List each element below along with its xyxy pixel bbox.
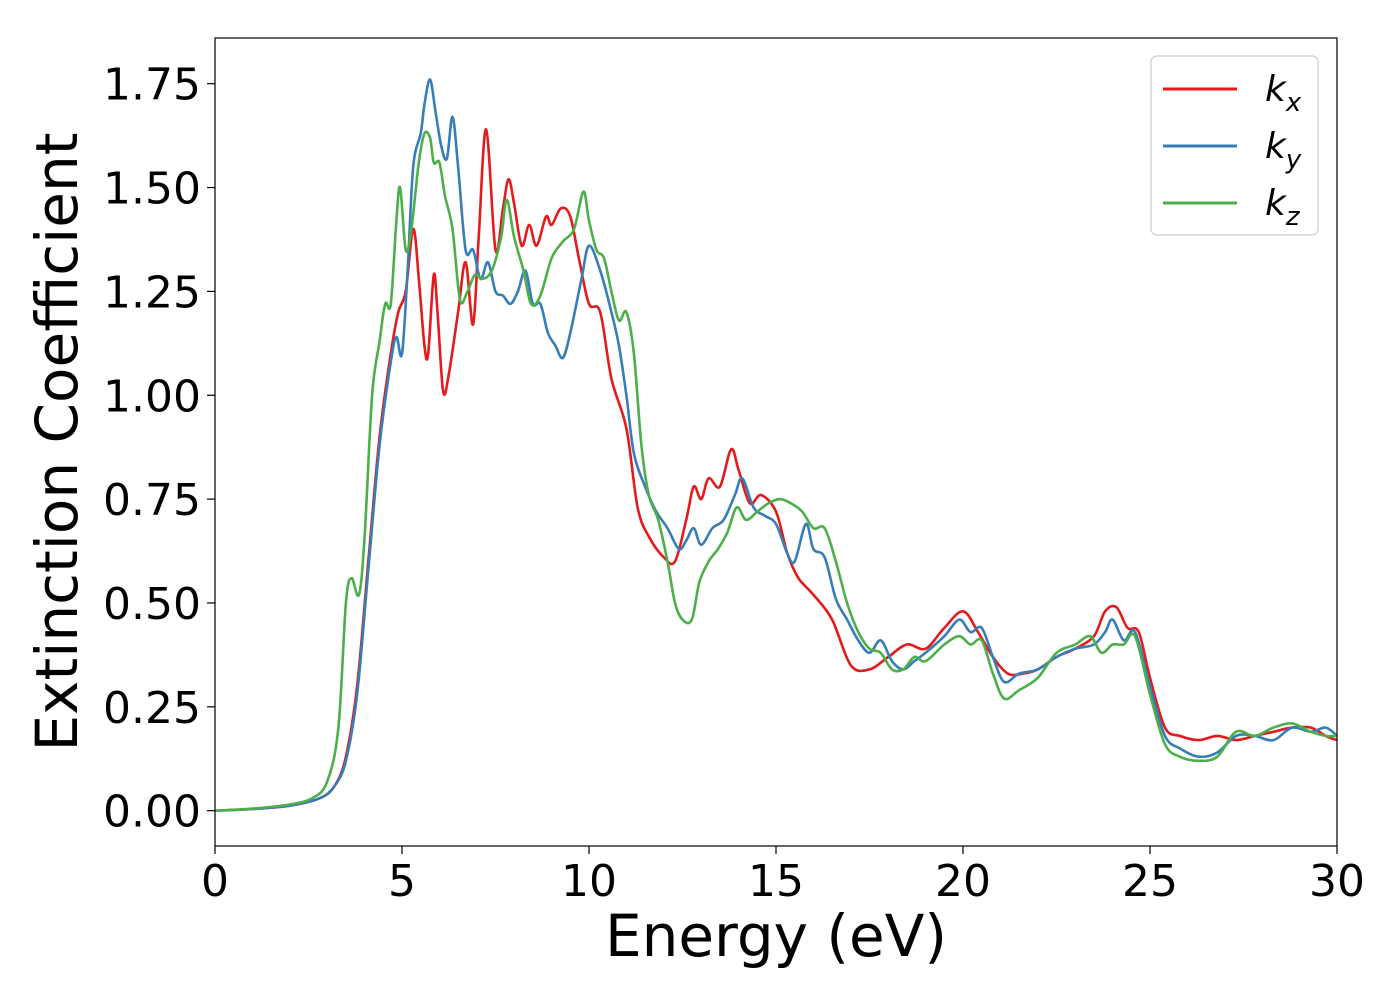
x-tick-label: 30 bbox=[1309, 856, 1365, 907]
y-axis-ticks: 0.00 0.25 0.50 0.75 1.00 1.25 1.50 1.75 bbox=[103, 60, 215, 838]
y-tick-label: 1.25 bbox=[103, 267, 201, 318]
legend-label-y: ky bbox=[1265, 126, 1302, 175]
x-tick-label: 15 bbox=[748, 856, 804, 907]
legend-label-x: kx bbox=[1265, 69, 1302, 118]
y-tick-label: 0.00 bbox=[103, 787, 201, 838]
series-lines bbox=[215, 78, 1337, 812]
x-tick-label: 25 bbox=[1122, 856, 1178, 907]
y-axis-title: Extinction Coefficient bbox=[23, 133, 91, 752]
x-axis-title: Energy (eV) bbox=[605, 902, 947, 970]
y-tick-label: 0.50 bbox=[103, 579, 201, 630]
y-tick-label: 1.75 bbox=[103, 60, 201, 111]
x-tick-label: 0 bbox=[201, 856, 229, 907]
series-line-x bbox=[215, 128, 1337, 812]
legend-label-z: kz bbox=[1265, 183, 1301, 232]
x-tick-label: 10 bbox=[561, 856, 617, 907]
x-tick-label: 5 bbox=[388, 856, 416, 907]
series-line-y bbox=[215, 78, 1337, 812]
x-axis-ticks: 0 5 10 15 20 25 30 bbox=[201, 846, 1365, 907]
y-tick-label: 0.25 bbox=[103, 683, 201, 734]
x-tick-label: 20 bbox=[935, 856, 991, 907]
series-line-z bbox=[215, 130, 1337, 812]
plot-area bbox=[215, 38, 1337, 846]
y-tick-label: 0.75 bbox=[103, 475, 201, 526]
legend: kx ky kz bbox=[1150, 55, 1319, 236]
y-tick-label: 1.50 bbox=[103, 164, 201, 215]
y-tick-label: 1.00 bbox=[103, 371, 201, 422]
